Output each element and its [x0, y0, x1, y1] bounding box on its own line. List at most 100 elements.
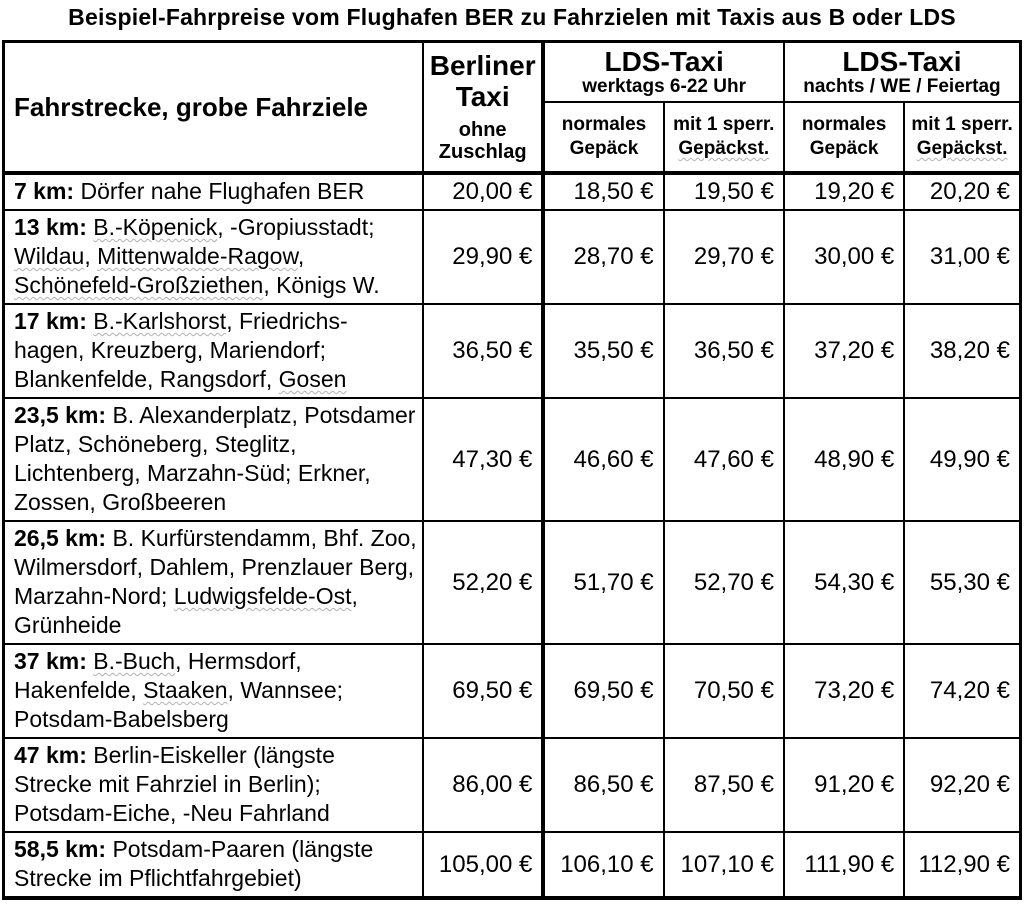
price-cell: 86,50 €	[541, 737, 665, 833]
text-run: mit 1 sperr.	[911, 114, 1013, 136]
price-cell: 38,20 €	[903, 303, 1022, 399]
text-run: , Wannsee; Potsdam-Babelsberg	[14, 677, 344, 732]
price-cell: 51,70 €	[541, 520, 665, 645]
price-cell: 70,50 €	[662, 643, 785, 739]
text-run: Potsdam-Paaren (längste Strecke im Pflic…	[14, 836, 374, 891]
fare-table-body: 7 km: Dörfer nahe Flughafen BER 20,00 €18…	[2, 172, 1022, 899]
price-cell: 69,50 €	[422, 643, 545, 739]
price-cell: 20,20 €	[903, 172, 1022, 211]
lds-taxi-day-title: LDS-Taxi	[604, 45, 724, 77]
distance-label: 17 km:	[14, 308, 87, 334]
text-run: , Hermsdorf, Hakenfelde,	[14, 648, 302, 703]
text-run: Berlin-Eiskeller (längste Strecke mit Fa…	[14, 742, 335, 826]
table-row: 13 km: B.-Köpenick, -Gropiusstadt; Wilda…	[2, 209, 1022, 305]
subheader-normal-luggage-day: normales Gepäck	[541, 101, 665, 175]
spellcheck-underlined-text: Ludwigsfelde-Ost	[173, 583, 352, 609]
price-cell: 37,20 €	[782, 303, 906, 399]
price-cell: 18,50 €	[541, 172, 665, 211]
price-cell: 36,50 €	[422, 303, 545, 399]
distance-label: 7 km:	[14, 178, 75, 204]
fare-table: Fahrstrecke, grobe Fahrziele Berliner Ta…	[2, 40, 1022, 900]
table-row: 17 km: B.-Karlshorst, Friedrichs-hagen, …	[2, 303, 1022, 399]
price-cell: 87,50 €	[662, 737, 785, 833]
text-run: mit 1 sperr.	[673, 114, 775, 136]
price-cell: 36,50 €	[662, 303, 785, 399]
column-header-berliner-taxi: Berliner Taxi ohne Zuschlag	[422, 40, 545, 175]
spellcheck-underlined-text: B.-Köpenick	[93, 214, 218, 240]
price-cell: 46,60 €	[541, 397, 665, 522]
distance-label: 13 km:	[14, 214, 87, 240]
price-cell: 54,30 €	[782, 520, 906, 645]
text-run: ,	[84, 243, 98, 269]
spellcheck-underlined-text: B.-Karlshorst	[93, 308, 227, 334]
price-cell: 49,90 €	[903, 397, 1022, 522]
spellcheck-underlined-text: Gepäckst.	[916, 138, 1008, 159]
price-cell: 92,20 €	[903, 737, 1022, 833]
price-cell: 52,20 €	[422, 520, 545, 645]
route-cell: 37 km: B.-Buch, Hermsdorf, Hakenfelde, S…	[2, 643, 425, 739]
text-run: normales Gepäck	[561, 114, 647, 159]
price-cell: 19,50 €	[662, 172, 785, 211]
spellcheck-underlined-text: Mittenwalde-Ragow	[97, 243, 298, 269]
route-cell: 17 km: B.-Karlshorst, Friedrichs-hagen, …	[2, 303, 425, 399]
spellcheck-underlined-text: B.-Buch	[93, 648, 176, 674]
berliner-taxi-title: Berliner Taxi	[429, 49, 536, 112]
price-cell: 107,10 €	[662, 831, 785, 899]
column-group-lds-taxi-day: LDS-Taxi werktags 6-22 Uhr	[541, 40, 785, 103]
berliner-taxi-subtitle: ohne Zuschlag	[438, 119, 527, 164]
spellcheck-underlined-text: Schönefeld-Großziethen	[14, 272, 264, 298]
price-cell: 35,50 €	[541, 303, 665, 399]
page-title: Beispiel-Fahrpreise vom Flughafen BER zu…	[68, 4, 956, 30]
header-sub-row: normales Gepäck mit 1 sperr. Gepäckst. n…	[4, 101, 1022, 175]
price-cell: 91,20 €	[782, 737, 906, 833]
column-group-lds-taxi-night: LDS-Taxi nachts / WE / Feiertag	[782, 40, 1022, 103]
distance-label: 58,5 km:	[14, 836, 107, 862]
spellcheck-underlined-text: Wildau	[14, 243, 85, 269]
text-run: normales Gepäck	[801, 114, 887, 159]
price-cell: 31,00 €	[903, 209, 1022, 305]
price-cell: 48,90 €	[782, 397, 906, 522]
price-cell: 73,20 €	[782, 643, 906, 739]
table-row: 58,5 km: Potsdam-Paaren (längste Strecke…	[2, 831, 1022, 899]
price-cell: 111,90 €	[782, 831, 906, 899]
price-cell: 55,30 €	[903, 520, 1022, 645]
subheader-bulky-luggage-day: mit 1 sperr. Gepäckst.	[662, 101, 785, 175]
berliner-taxi-header-stack: Berliner Taxi ohne Zuschlag	[424, 45, 541, 169]
spellcheck-underlined-text: Gepäckst.	[678, 138, 770, 159]
lds-taxi-night-title: LDS-Taxi	[842, 45, 962, 77]
text-run: Dörfer nahe Flughafen BER	[74, 178, 365, 204]
text-run: , Friedrichs-hagen, Kreuzberg, Mariendor…	[14, 308, 348, 392]
text-run: , -Gropiusstadt;	[217, 214, 375, 240]
route-cell: 7 km: Dörfer nahe Flughafen BER	[2, 172, 425, 211]
route-cell: 58,5 km: Potsdam-Paaren (längste Strecke…	[2, 831, 425, 899]
text-run: B. Kurfürstendamm, Bhf. Zoo, Wilmersdorf…	[14, 525, 417, 609]
text-run: ,	[297, 243, 305, 269]
price-cell: 86,00 €	[422, 737, 545, 833]
price-cell: 20,00 €	[422, 172, 545, 211]
price-cell: 74,20 €	[903, 643, 1022, 739]
text-run: , Grünheide	[14, 583, 358, 638]
distance-label: 37 km:	[14, 648, 87, 674]
spellcheck-underlined-text: Staaken	[143, 677, 228, 703]
subheader-bulky-luggage-night: mit 1 sperr. Gepäckst.	[903, 101, 1022, 175]
route-cell: 47 km: Berlin-Eiskeller (längste Strecke…	[2, 737, 425, 833]
price-cell: 30,00 €	[782, 209, 906, 305]
price-cell: 29,90 €	[422, 209, 545, 305]
price-cell: 19,20 €	[782, 172, 906, 211]
route-cell: 26,5 km: B. Kurfürstendamm, Bhf. Zoo, Wi…	[2, 520, 425, 645]
subheader-normal-luggage-night: normales Gepäck	[782, 101, 906, 175]
route-cell: 23,5 km: B. Alexanderplatz, Potsdamer Pl…	[2, 397, 425, 522]
distance-label: 23,5 km:	[14, 402, 107, 428]
price-cell: 47,60 €	[662, 397, 785, 522]
header-group-row: Fahrstrecke, grobe Fahrziele Berliner Ta…	[2, 40, 1022, 175]
text-run: , Königs W.	[263, 272, 380, 298]
distance-label: 47 km:	[14, 742, 87, 768]
text-run: B. Alexanderplatz, Potsdamer Platz, Schö…	[14, 402, 416, 515]
price-cell: 47,30 €	[422, 397, 545, 522]
table-row: 26,5 km: B. Kurfürstendamm, Bhf. Zoo, Wi…	[2, 520, 1022, 645]
price-cell: 69,50 €	[541, 643, 665, 739]
price-cell: 29,70 €	[662, 209, 785, 305]
price-cell: 112,90 €	[903, 831, 1022, 899]
table-row: 37 km: B.-Buch, Hermsdorf, Hakenfelde, S…	[2, 643, 1022, 739]
